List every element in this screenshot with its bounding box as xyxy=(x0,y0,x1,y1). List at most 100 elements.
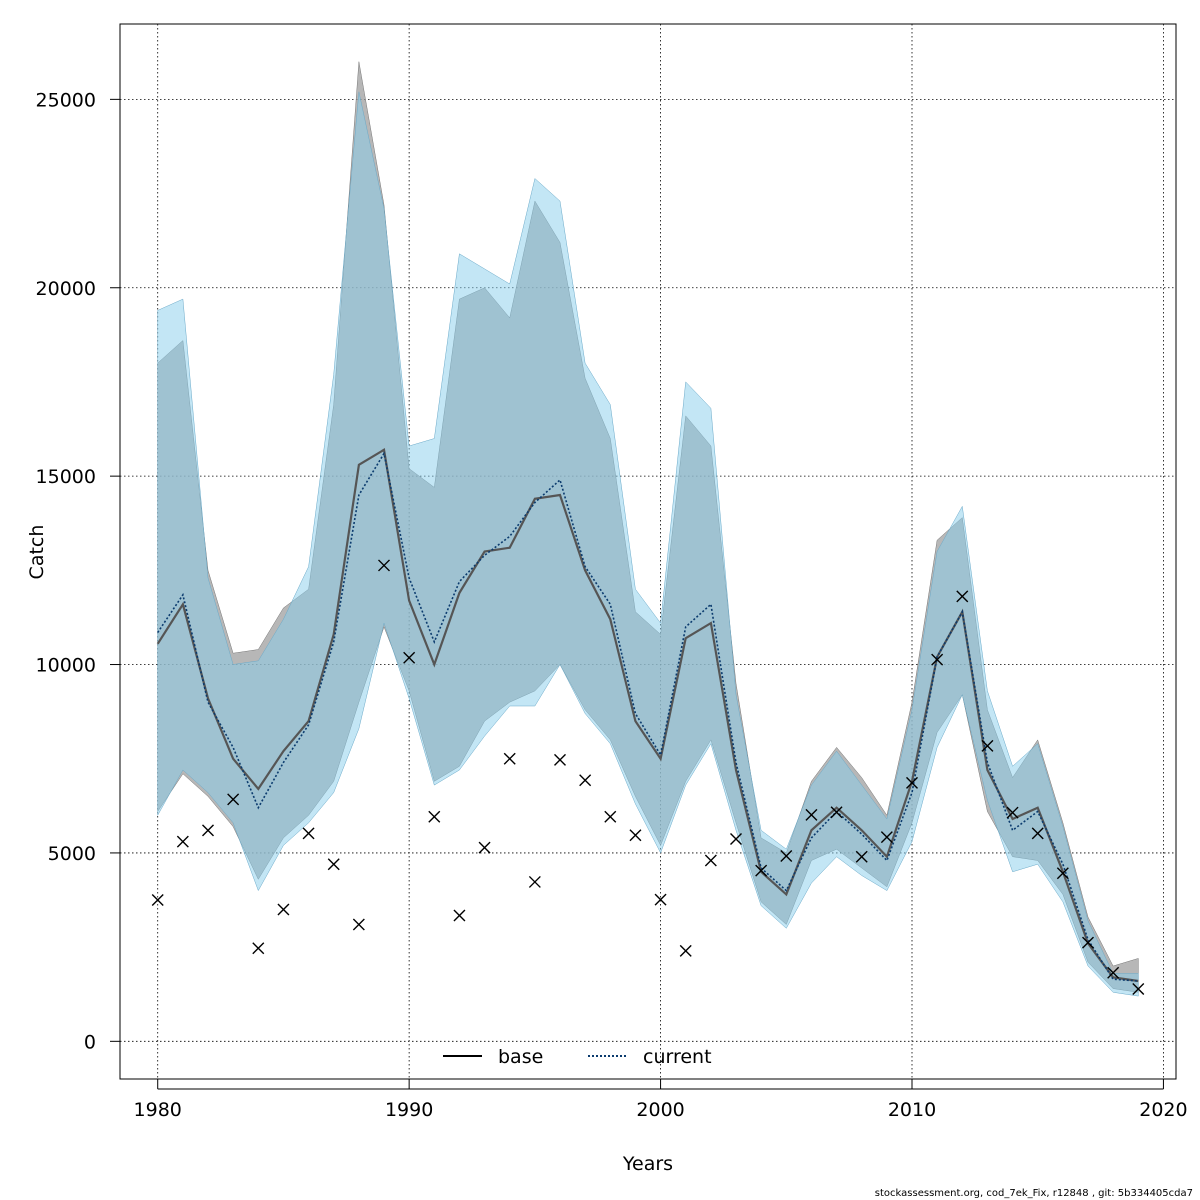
observed-catch-marker xyxy=(277,903,290,916)
observed-catch-marker xyxy=(1132,982,1145,995)
marker-stroke xyxy=(855,850,868,863)
marker-stroke xyxy=(906,776,918,789)
observed-catch-marker xyxy=(554,753,566,766)
y-axis-title: Catch xyxy=(26,525,48,580)
observed-catch-marker xyxy=(906,776,918,789)
marker-stroke xyxy=(1056,867,1069,880)
x-tick-label: 1980 xyxy=(134,1099,182,1121)
observed-catch-marker xyxy=(453,909,466,922)
marker-stroke xyxy=(277,903,290,916)
y-tick-label: 10000 xyxy=(36,655,96,677)
observed-catch-points xyxy=(151,559,1145,995)
observed-catch-marker xyxy=(352,918,365,931)
observed-catch-marker xyxy=(855,850,868,863)
observed-catch-marker xyxy=(202,824,214,837)
observed-catch-marker xyxy=(378,559,390,572)
y-tick-label: 15000 xyxy=(36,466,96,488)
marker-stroke xyxy=(730,832,742,845)
observed-catch-marker xyxy=(403,651,416,664)
marker-stroke xyxy=(956,590,969,603)
marker-stroke xyxy=(1132,982,1145,995)
observed-catch-marker xyxy=(503,752,516,765)
x-axis: 1980 1990 2000 2010 2020 xyxy=(134,1079,1188,1121)
observed-catch-marker xyxy=(629,829,642,842)
observed-catch-marker xyxy=(252,942,265,955)
x-axis-title: Years xyxy=(622,1153,673,1175)
plot-frame xyxy=(119,23,1177,1080)
current-confidence-band xyxy=(157,91,1139,997)
observed-catch-marker xyxy=(1031,827,1044,840)
observed-catch-marker xyxy=(1056,867,1069,880)
current-line xyxy=(157,451,1139,982)
x-tick-label: 1990 xyxy=(385,1099,433,1121)
marker-stroke xyxy=(478,841,491,854)
observed-catch-marker xyxy=(956,590,969,603)
marker-stroke xyxy=(1082,936,1094,949)
marker-stroke xyxy=(428,810,441,823)
x-tick-label: 2020 xyxy=(1139,1099,1187,1121)
observed-catch-marker xyxy=(227,793,240,806)
legend-base-label: base xyxy=(498,1046,543,1068)
observed-catch-marker xyxy=(302,827,315,840)
marker-stroke xyxy=(579,774,592,787)
marker-stroke xyxy=(604,810,617,823)
legend-current-label: current xyxy=(643,1046,712,1068)
x-tick-label: 2000 xyxy=(636,1099,684,1121)
observed-catch-marker xyxy=(176,835,189,848)
y-tick-label: 0 xyxy=(84,1031,96,1053)
observed-catch-marker xyxy=(654,893,667,906)
y-tick-label: 5000 xyxy=(48,843,96,865)
marker-stroke xyxy=(654,893,667,906)
observed-catch-marker xyxy=(1082,936,1094,949)
marker-stroke xyxy=(503,752,516,765)
marker-stroke xyxy=(755,864,768,877)
observed-catch-marker xyxy=(327,858,340,871)
marker-stroke xyxy=(830,806,843,819)
observed-catch-marker xyxy=(931,653,944,666)
marker-stroke xyxy=(378,559,390,572)
credit-text: stockassessment.org, cod_7ek_Fix, r12848… xyxy=(875,1188,1193,1199)
y-tick-label: 25000 xyxy=(36,89,96,111)
observed-catch-marker xyxy=(528,875,541,888)
marker-stroke xyxy=(554,753,566,766)
marker-stroke xyxy=(1006,806,1019,819)
legend: base current xyxy=(443,1046,712,1068)
observed-catch-marker xyxy=(880,831,893,844)
marker-stroke xyxy=(202,824,214,837)
marker-stroke xyxy=(981,739,994,752)
observed-catch-marker xyxy=(1006,806,1019,819)
marker-stroke xyxy=(880,831,893,844)
observed-catch-marker xyxy=(604,810,617,823)
observed-catch-marker xyxy=(1107,966,1120,979)
observed-catch-marker xyxy=(981,739,994,752)
marker-stroke xyxy=(176,835,189,848)
observed-catch-marker xyxy=(830,806,843,819)
observed-catch-marker xyxy=(579,774,592,787)
observed-catch-marker xyxy=(704,854,717,867)
y-axis: 0 5000 10000 15000 20000 25000 xyxy=(36,89,120,1053)
marker-stroke xyxy=(629,829,642,842)
marker-stroke xyxy=(227,793,240,806)
marker-stroke xyxy=(1107,966,1120,979)
observed-catch-marker xyxy=(151,894,164,907)
marker-stroke xyxy=(704,854,717,867)
marker-stroke xyxy=(327,858,340,871)
marker-stroke xyxy=(679,944,692,957)
observed-catch-marker xyxy=(679,944,692,957)
marker-stroke xyxy=(151,894,164,907)
marker-stroke xyxy=(453,909,466,922)
y-tick-label: 20000 xyxy=(36,278,96,300)
marker-stroke xyxy=(252,942,265,955)
marker-stroke xyxy=(403,651,416,664)
marker-stroke xyxy=(528,875,541,888)
marker-stroke xyxy=(1031,827,1044,840)
marker-stroke xyxy=(931,653,944,666)
observed-catch-marker xyxy=(780,849,793,862)
marker-stroke xyxy=(352,918,365,931)
x-tick-label: 2010 xyxy=(888,1099,936,1121)
observed-catch-marker xyxy=(478,841,491,854)
series-lines xyxy=(156,448,1139,983)
marker-stroke xyxy=(302,827,315,840)
observed-catch-marker xyxy=(428,810,441,823)
